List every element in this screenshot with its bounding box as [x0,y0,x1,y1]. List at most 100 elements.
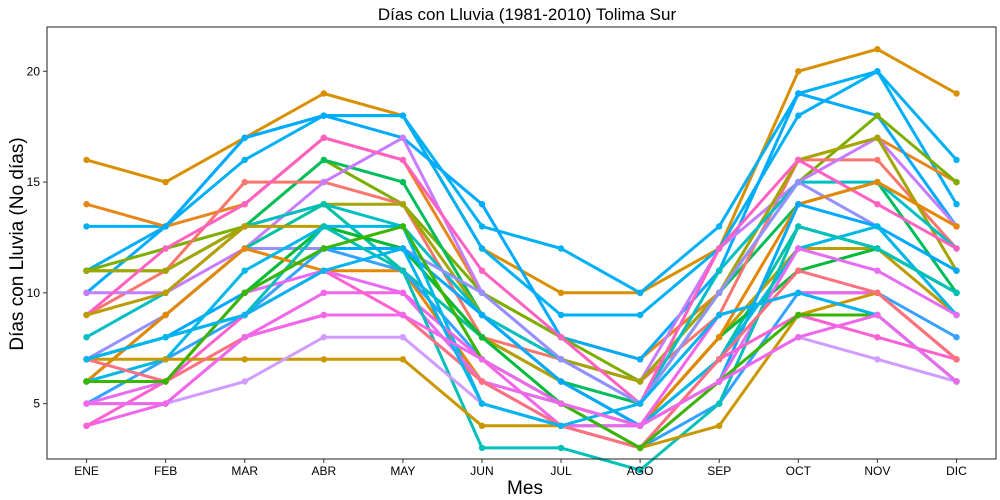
data-point [241,178,248,186]
data-point [399,112,407,119]
data-point [478,356,486,363]
data-point [162,223,169,230]
data-point [557,311,565,319]
data-point [320,311,327,319]
axes-layer: 5 10 15 20 ENE FEB MAR ABR MAY JUN JUL AGO SEP OCT NOV… [27,64,967,478]
data-point [83,400,90,407]
data-point [83,356,90,363]
y-tick-label: 5 [33,397,40,411]
data-point [478,400,486,407]
data-point [953,245,960,252]
data-point [874,245,881,252]
data-point [795,90,802,97]
x-tick-label: ABR [311,464,336,478]
data-point [953,378,960,385]
data-point [83,422,90,429]
data-point [716,267,723,274]
data-point [399,289,407,296]
data-point [795,334,802,341]
data-point [320,289,327,296]
data-point [478,289,486,296]
data-point [83,201,90,208]
chart-title: Días con Lluvia (1981-2010) Tolima Sur [378,5,677,24]
data-point [320,90,327,97]
data-point [636,444,644,452]
data-point [874,356,881,363]
x-tick-label: OCT [786,464,812,478]
data-point [636,378,644,385]
data-point [83,223,90,230]
data-point [557,289,565,296]
x-tick-label: ENE [74,464,99,478]
data-point [162,245,169,252]
data-point [557,334,565,341]
data-point [953,90,960,97]
data-point [557,444,565,452]
data-point [162,356,169,363]
data-point [795,68,802,75]
data-point [636,311,644,319]
x-tick-label: AGO [627,464,654,478]
data-point [399,134,407,141]
data-point [795,289,802,296]
series-line [85,114,958,383]
data-point [874,112,881,119]
data-point [478,201,486,208]
data-point [795,245,802,252]
x-tick-label: SEP [707,464,731,478]
data-point [320,134,327,141]
data-point [795,178,802,186]
data-point [953,289,960,296]
data-point [478,444,486,452]
data-point [874,311,881,319]
data-point [83,311,90,319]
data-point [716,422,723,429]
data-point [874,156,881,164]
data-point [716,223,723,230]
data-point [478,422,486,429]
data-point [716,245,723,252]
data-point [636,356,644,363]
data-point [241,223,248,230]
data-point [953,201,960,208]
data-point [557,422,565,429]
data-point [320,223,327,230]
data-point [241,134,248,141]
data-point [241,245,248,252]
x-axis-title: Mes [507,478,543,499]
data-point [874,334,881,341]
data-point [795,156,802,164]
y-tick-label: 15 [27,175,41,189]
plot-panel-border [46,26,997,460]
data-point [241,267,248,274]
data-point [399,223,407,230]
data-point [953,356,960,363]
series-30 [83,311,960,429]
data-point [320,178,327,186]
data-point [478,245,486,252]
data-point [83,156,90,164]
data-point [636,466,644,474]
data-point [716,400,723,407]
data-point [716,334,723,341]
x-tick-label: JUN [470,464,493,478]
data-point [320,112,327,119]
data-point [795,201,802,208]
data-point [795,311,802,319]
data-point [83,289,90,296]
series-layer [83,46,960,474]
series-line [85,224,958,428]
data-point [399,311,407,319]
data-point [162,378,169,385]
data-point [795,112,802,119]
data-point [241,356,248,363]
data-point [953,223,960,230]
data-point [320,356,327,363]
data-point [478,378,486,385]
series-line [85,313,958,428]
data-point [795,267,802,274]
data-point [241,334,248,341]
data-point [162,289,169,296]
